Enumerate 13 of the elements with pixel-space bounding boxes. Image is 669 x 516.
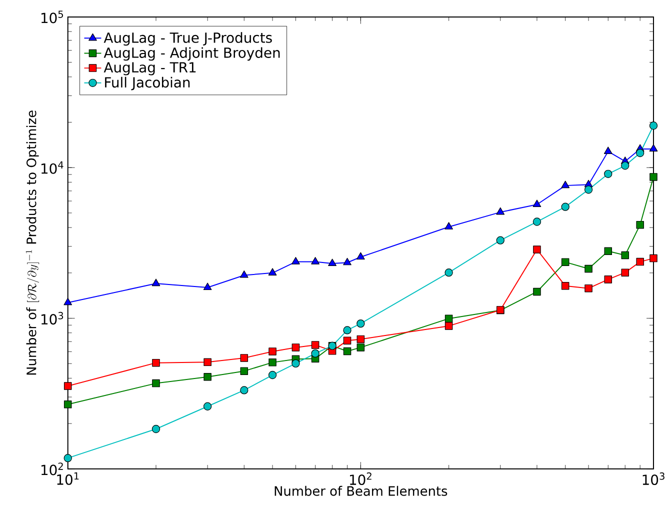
y-tick-label: 10$^{4}$: [41, 161, 64, 174]
x-tick-label: 10$^{2}$: [350, 472, 372, 486]
legend-label: AugLag - True J-Products: [104, 32, 272, 46]
x-tick-label: 10$^{1}$: [57, 472, 79, 486]
legend-label: AugLag - Adjoint Broyden: [104, 47, 280, 61]
legend-label: Full Jacobian: [105, 76, 190, 90]
x-axis-title: Number of Beam Elements: [274, 486, 448, 496]
y-tick-label: 10$^{2}$: [41, 462, 63, 476]
legend-label: AugLag - TR1: [104, 62, 196, 76]
x-tick-label: 10$^{3}$: [642, 472, 664, 486]
y-tick-label: 10$^{3}$: [41, 312, 64, 325]
y-tick-label: 10$^{5}$: [41, 10, 63, 24]
y-axis-title: $\text{Number of } [\partial\mathcal{R}/\partial y]^{-1}\text{ Products to Optimize}$: [26, 110, 40, 375]
